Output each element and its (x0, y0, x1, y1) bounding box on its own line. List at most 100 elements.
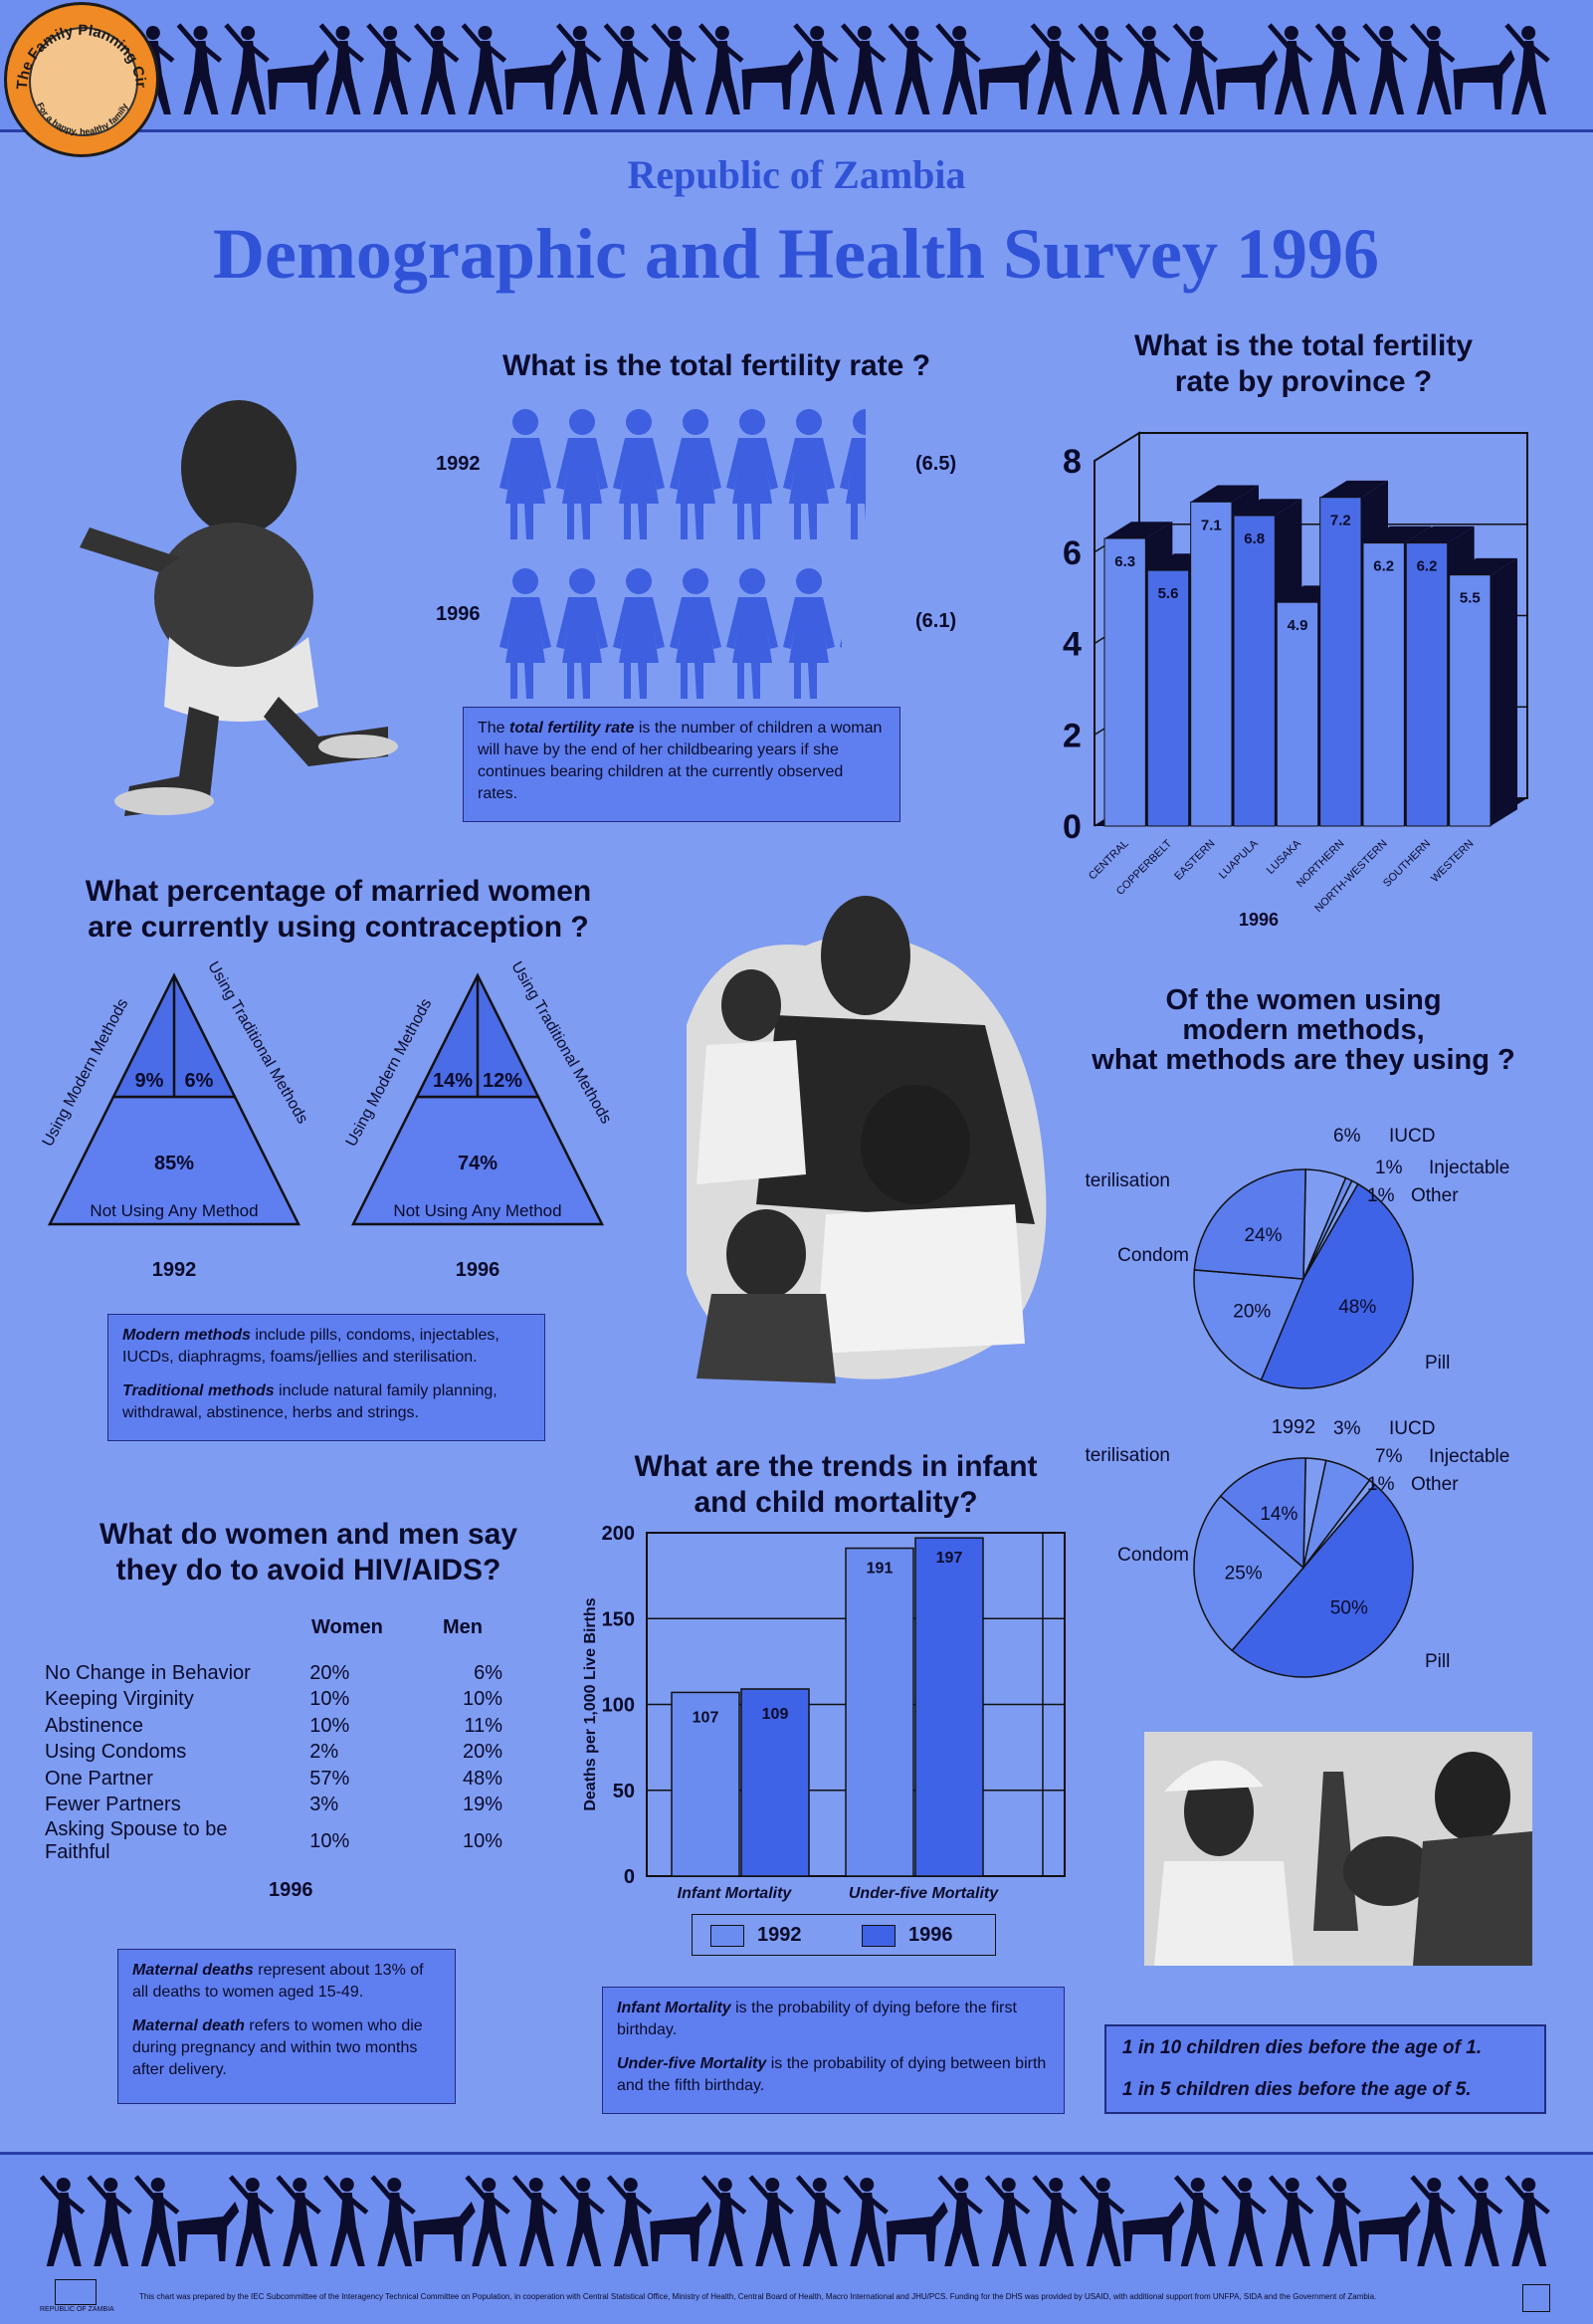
pie-percent-label: 50% (1330, 1597, 1368, 1618)
pie-percent-label: 1% (1375, 1158, 1403, 1178)
country-title: Republic of Zambia (627, 152, 966, 197)
hiv-rows: No Change in Behavior 20% 6% Keeping Virgin… (45, 1660, 502, 1864)
tfr-question: What is the total fertility rate ? (501, 349, 931, 382)
children-line-1: 1 in 10 children dies before the age of … (1122, 2037, 1483, 2058)
province-bar-label: 4.9 (1288, 617, 1308, 634)
dancer-icon (224, 23, 270, 114)
dancer-icon (511, 2175, 558, 2266)
province-question-line2: rate by province ? (1174, 365, 1433, 398)
antelope-icon (1216, 50, 1279, 109)
dancer-icon (793, 23, 839, 114)
dancer-icon (176, 23, 223, 114)
tfr-value-1992: (6.5) (915, 453, 957, 475)
dancer-icon (276, 2175, 321, 2266)
contraception-question: What percentage of married women are cur… (20, 874, 657, 946)
dancer-icon (888, 23, 934, 114)
hiv-year: 1996 (269, 1879, 313, 1901)
methods-question-line1: Of the women using (1165, 984, 1442, 1016)
dancer-icon (322, 2175, 369, 2266)
logo-text-ring: The Family Planning Circle For a happy, … (7, 5, 149, 136)
mortality-bar-chart: 0 50 100 150 200 Deaths per 1,000 Live Births… (582, 1523, 1066, 1902)
mortality-bar (845, 1547, 914, 1877)
hiv-col-men: Men (443, 1616, 483, 1638)
pie-slice-condom (1193, 1269, 1305, 1381)
dancer-icon (1314, 23, 1361, 114)
woman-figure-icon (726, 568, 778, 699)
dancer-icon (413, 23, 460, 114)
province-category-label: LUSAKA (1265, 837, 1304, 877)
mortality-bar-label: 109 (762, 1706, 789, 1723)
pie-category-label: IUCD (1389, 1126, 1435, 1147)
hiv-table: Women Men No Change in Behavior 20% 6% Keep… (45, 1612, 522, 1864)
province-ytick: 6 (1063, 534, 1082, 572)
dancer-icon (555, 23, 602, 114)
dancer-icon (370, 2175, 416, 2266)
maternal-term-1: Maternal deaths (132, 1962, 254, 1979)
mortality-legend: 1992 1996 (692, 1914, 996, 1956)
mortality-question-line1: What are the trends in infant (634, 1450, 1038, 1483)
province-bar-label: 5.6 (1158, 585, 1179, 602)
antelope-icon (504, 50, 567, 109)
province-bar-label: 6.3 (1114, 553, 1135, 570)
children-line-2: 1 in 5 children dies before the age of 5… (1122, 2079, 1472, 2100)
hiv-behavior-label: Fewer Partners (45, 1794, 181, 1816)
baby-photo (80, 400, 398, 816)
pie-category-label: Other (1411, 1474, 1459, 1495)
province-bar-label: 6.2 (1417, 558, 1438, 575)
pie-percent-label: 20% (1233, 1301, 1271, 1322)
province-bar-label: 7.1 (1201, 517, 1222, 533)
traditional-term: Traditional methods (122, 1382, 275, 1399)
not-using-label: Not Using Any Method (90, 1201, 258, 1220)
mortality-ytick: 200 (602, 1523, 635, 1545)
antelope-icon (886, 2202, 948, 2261)
pie-slice-sterilisation (1219, 1457, 1306, 1570)
dancer-icon (133, 2175, 180, 2266)
mortality-ytick: 100 (602, 1695, 635, 1717)
province-bar-label: 7.2 (1330, 513, 1351, 529)
legend-label-1996: 1996 (908, 1924, 953, 1946)
province-bar-label: 6.2 (1373, 558, 1394, 575)
province-year-label: 1996 (1239, 910, 1279, 930)
province-ytick: 8 (1063, 443, 1082, 481)
pie-percent-label: 24% (1244, 1225, 1282, 1246)
antelope-icon (741, 50, 804, 109)
province-question: What is the total fertility rate by prov… (1055, 328, 1552, 400)
mortality-bar (671, 1691, 740, 1877)
dancer-icon (559, 2175, 605, 2266)
traditional-definition: include natural family planning, withdra… (122, 1382, 498, 1421)
dancer-icon (697, 23, 744, 114)
tfr-pictogram (499, 409, 866, 699)
woman-figure-icon (499, 568, 551, 699)
maternal-text-1: represent about 13% of all deaths to wom… (132, 1962, 424, 2001)
hiv-women-value: 57% (309, 1767, 350, 1790)
pie-year-label: 1992 (1272, 1416, 1316, 1438)
mortality-question-line2: and child mortality? (694, 1486, 978, 1519)
top-frieze-band (0, 0, 1593, 132)
contraception-question-line2: are currently using contraception ? (88, 911, 589, 944)
dancer-icon (1221, 2175, 1267, 2266)
table-row: Fewer Partners 3% 19% (45, 1793, 502, 1819)
woman-figure-icon (726, 409, 778, 539)
hiv-women-value: 10% (309, 1829, 350, 1852)
antelope-icon (650, 2202, 712, 2261)
province-bar (1449, 557, 1517, 827)
tfr-year-1996: 1996 (436, 603, 481, 625)
mortality-bar (914, 1537, 984, 1877)
woman-figure-icon (613, 568, 665, 699)
dancer-icon (748, 2175, 794, 2266)
hiv-men-value: 10% (462, 1688, 502, 1711)
dancer-icon (87, 2175, 132, 2266)
dancer-icon (1457, 2175, 1503, 2266)
zambia-coat-of-arms-icon (55, 2279, 97, 2305)
pie-percent-label: 25% (1225, 1563, 1263, 1584)
traditional-percent: 12% (483, 1070, 522, 1092)
dancer-icon (465, 2175, 510, 2266)
province-bar-label: 5.5 (1460, 590, 1481, 607)
woman-figure-icon (613, 409, 665, 539)
province-category-label: CENTRAL (1087, 838, 1131, 883)
dancer-icon (1172, 23, 1219, 114)
province-category-label: WESTERN (1429, 838, 1476, 885)
methods-question-line3: what methods are they using ? (1092, 1044, 1515, 1076)
mortality-bar-label: 197 (936, 1550, 963, 1567)
